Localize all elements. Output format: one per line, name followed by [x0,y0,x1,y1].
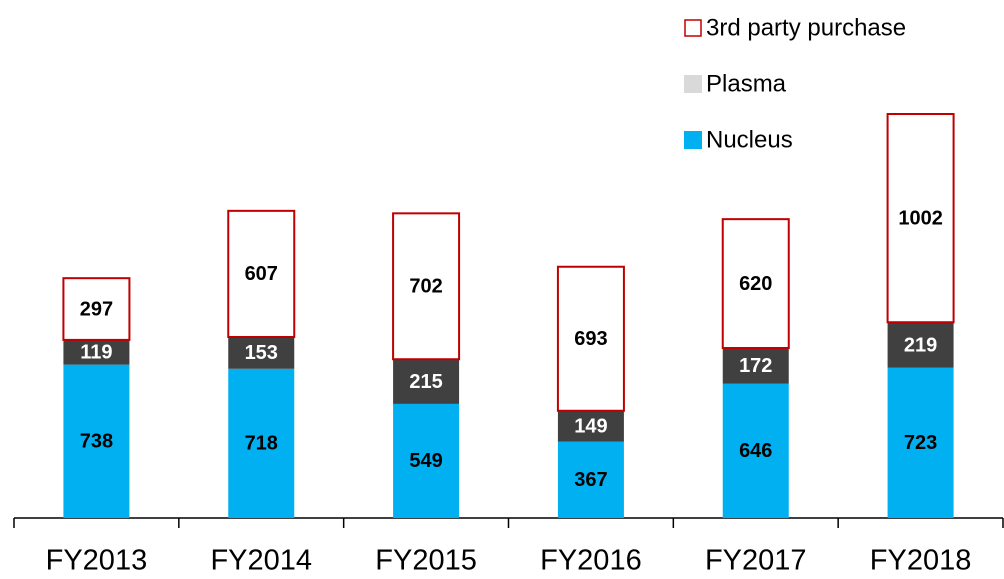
x-tick-label: FY2014 [210,545,312,577]
legend-swatch [684,75,702,93]
legend-swatch [684,131,702,149]
data-label: 1002 [898,207,943,229]
data-label: 153 [245,342,278,364]
legend-label: 3rd party purchase [706,14,906,41]
legend-swatch [684,19,702,37]
bar-segment [556,265,625,412]
bar-segment [62,277,131,341]
bar-segment [721,218,790,350]
data-label: 172 [739,355,772,377]
bar-segment [722,383,789,518]
data-label: 723 [904,432,937,454]
data-label: 607 [245,263,278,285]
data-label: 215 [409,371,442,393]
bar-segment [886,113,955,324]
data-label: 367 [574,469,607,491]
data-label: 219 [904,334,937,356]
data-label: 718 [245,433,278,455]
x-tick-label: FY2015 [375,545,477,577]
bar-segment [63,364,130,518]
bar-segment [557,410,624,442]
data-label: 549 [409,450,442,472]
bar-segment [228,368,295,518]
data-label: 693 [574,328,607,350]
data-label: 702 [409,276,442,298]
bar-segment [227,209,296,338]
legend-label: Plasma [706,70,787,97]
bar-segment [393,403,460,518]
data-label: 297 [80,298,113,320]
bar-segment [887,367,954,518]
data-label: 149 [574,416,607,438]
bar-segment [63,339,130,365]
data-label: 738 [80,431,113,453]
legend-label: Nucleus [706,126,793,153]
x-tick-label: FY2017 [705,545,807,577]
bar-segment [722,348,789,384]
bar-segment [228,336,295,369]
x-tick-label: FY2013 [46,545,148,577]
bar-segment [887,322,954,368]
data-label: 646 [739,440,772,462]
data-label: 620 [739,273,772,295]
data-label: 119 [80,342,112,364]
bar-segment [557,441,624,518]
bar-segment [392,212,461,361]
x-tick-label: FY2018 [870,545,972,577]
x-tick-label: FY2016 [540,545,642,577]
bar-segment [393,359,460,404]
